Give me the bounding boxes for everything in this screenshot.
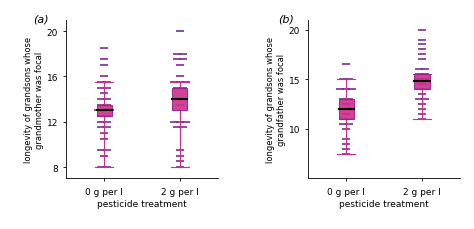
Y-axis label: longevity of grandsons whose
grandmother was focal: longevity of grandsons whose grandmother…	[24, 37, 44, 162]
Bar	[414, 75, 429, 90]
Y-axis label: longevity of grandsons whose
grandfather was focal: longevity of grandsons whose grandfather…	[266, 37, 286, 162]
Bar	[172, 88, 187, 111]
Text: (a): (a)	[33, 14, 49, 24]
Bar	[97, 105, 112, 117]
Bar	[339, 100, 354, 119]
Text: (b): (b)	[278, 14, 294, 24]
X-axis label: pesticide treatment: pesticide treatment	[97, 199, 187, 208]
X-axis label: pesticide treatment: pesticide treatment	[339, 199, 429, 208]
